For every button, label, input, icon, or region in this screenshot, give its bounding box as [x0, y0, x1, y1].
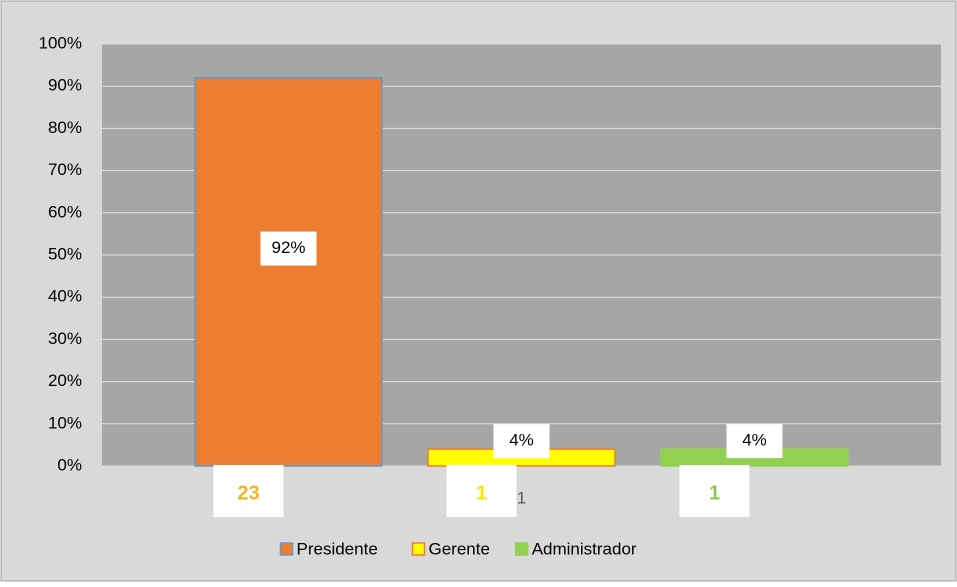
count-box — [679, 465, 750, 517]
count-box — [446, 465, 517, 517]
y-tick-label: 90% — [48, 76, 82, 95]
y-tick-label: 60% — [48, 202, 82, 221]
value-label: 4% — [742, 431, 767, 450]
count-box — [213, 465, 284, 517]
y-tick-label: 80% — [48, 118, 82, 137]
value-label-box — [260, 231, 317, 266]
y-tick-label: 10% — [48, 413, 82, 432]
y-tick-label: 0% — [57, 455, 82, 474]
legend-swatch — [279, 542, 294, 556]
y-tick-label: 70% — [48, 160, 82, 179]
legend-label: Administrador — [532, 539, 637, 558]
value-label-box — [726, 424, 783, 459]
y-tick-label: 30% — [48, 329, 82, 348]
y-tick-label: 40% — [48, 287, 82, 306]
count-label: 1 — [476, 482, 487, 504]
legend-swatch — [411, 542, 426, 556]
legend-label: Gerente — [429, 539, 490, 558]
legend-label: Presidente — [297, 539, 378, 558]
count-label: 23 — [237, 482, 259, 504]
value-label: 92% — [271, 238, 305, 257]
y-tick-label: 50% — [48, 244, 82, 263]
value-label: 4% — [509, 431, 534, 450]
legend-swatch — [514, 542, 529, 556]
count-label: 1 — [709, 482, 720, 504]
x-tick-label: 1 — [517, 488, 526, 507]
value-label-box — [493, 424, 550, 459]
y-tick-label: 100% — [39, 33, 82, 52]
bar — [194, 77, 383, 467]
y-tick-label: 20% — [48, 371, 82, 390]
